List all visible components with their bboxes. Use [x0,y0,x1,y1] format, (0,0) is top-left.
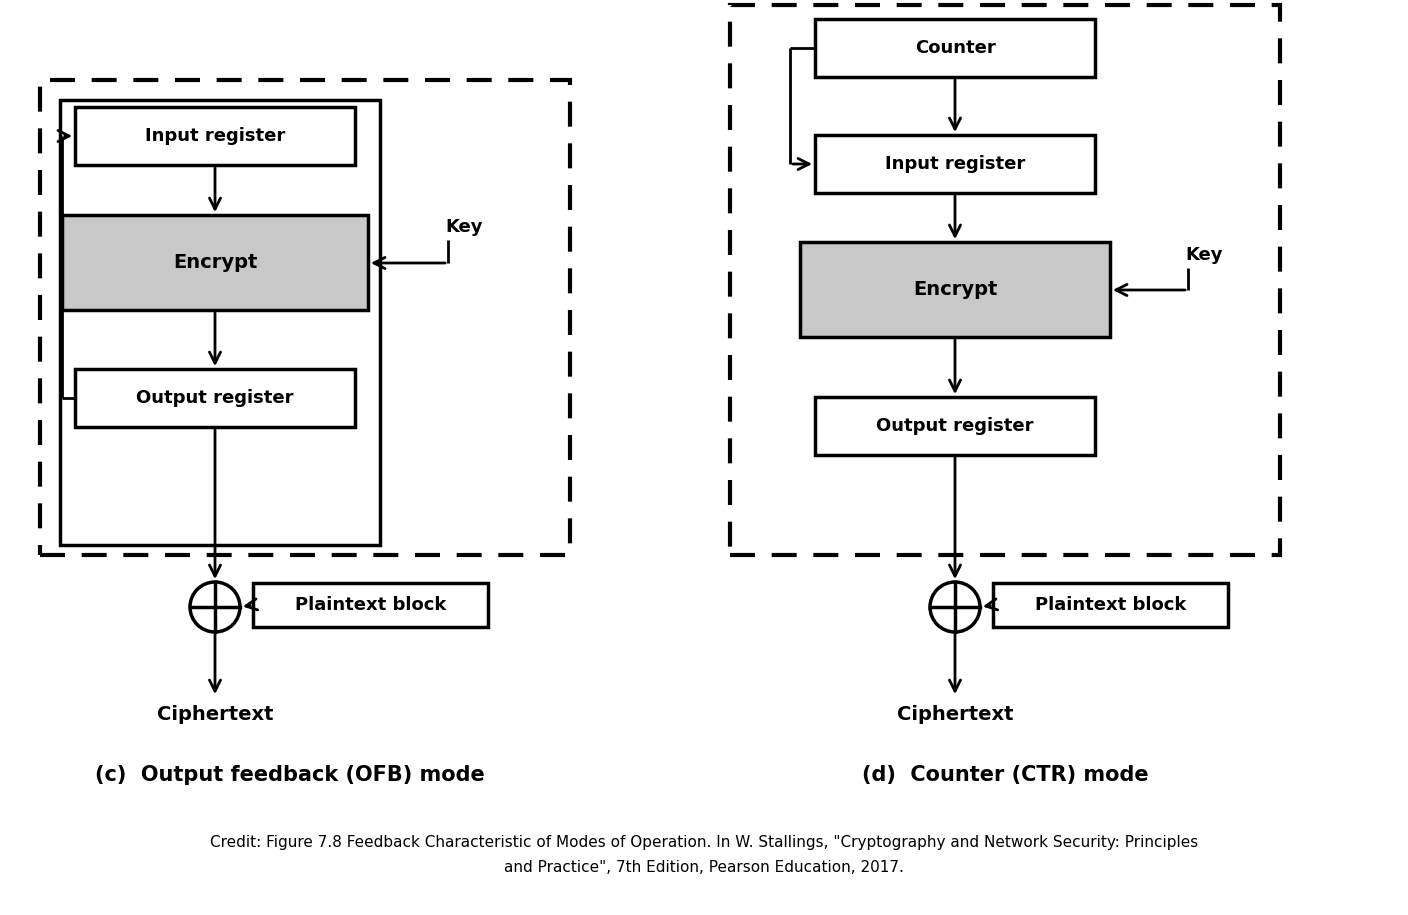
Text: Key: Key [445,218,483,236]
Text: Key: Key [1186,246,1222,264]
Text: and Practice", 7th Edition, Pearson Education, 2017.: and Practice", 7th Edition, Pearson Educ… [504,860,904,876]
Circle shape [190,582,239,632]
Text: Ciphertext: Ciphertext [897,705,1014,725]
Text: Plaintext block: Plaintext block [1035,596,1186,614]
Bar [815,19,1095,77]
Text: Credit: Figure 7.8 Feedback Characteristic of Modes of Operation. In W. Stalling: Credit: Figure 7.8 Feedback Characterist… [210,835,1198,851]
Text: (d)  Counter (CTR) mode: (d) Counter (CTR) mode [862,765,1149,785]
Bar [39,80,570,555]
Text: Plaintext block: Plaintext block [294,596,446,614]
Bar [800,242,1110,337]
Text: Encrypt: Encrypt [912,280,997,299]
Text: Output register: Output register [876,417,1033,435]
Text: Counter: Counter [915,39,995,57]
Bar [253,583,489,627]
Bar [815,397,1095,455]
Text: Ciphertext: Ciphertext [156,705,273,725]
Circle shape [931,582,980,632]
Text: Input register: Input register [884,155,1025,173]
Text: (c)  Output feedback (OFB) mode: (c) Output feedback (OFB) mode [96,765,484,785]
Bar [815,135,1095,193]
Bar [75,369,355,427]
Bar [61,100,380,545]
Bar [993,583,1228,627]
Bar [75,107,355,165]
Bar [62,215,367,310]
Text: Output register: Output register [137,389,294,407]
Bar [729,5,1280,555]
Text: Input register: Input register [145,127,286,145]
Text: Encrypt: Encrypt [173,253,258,272]
